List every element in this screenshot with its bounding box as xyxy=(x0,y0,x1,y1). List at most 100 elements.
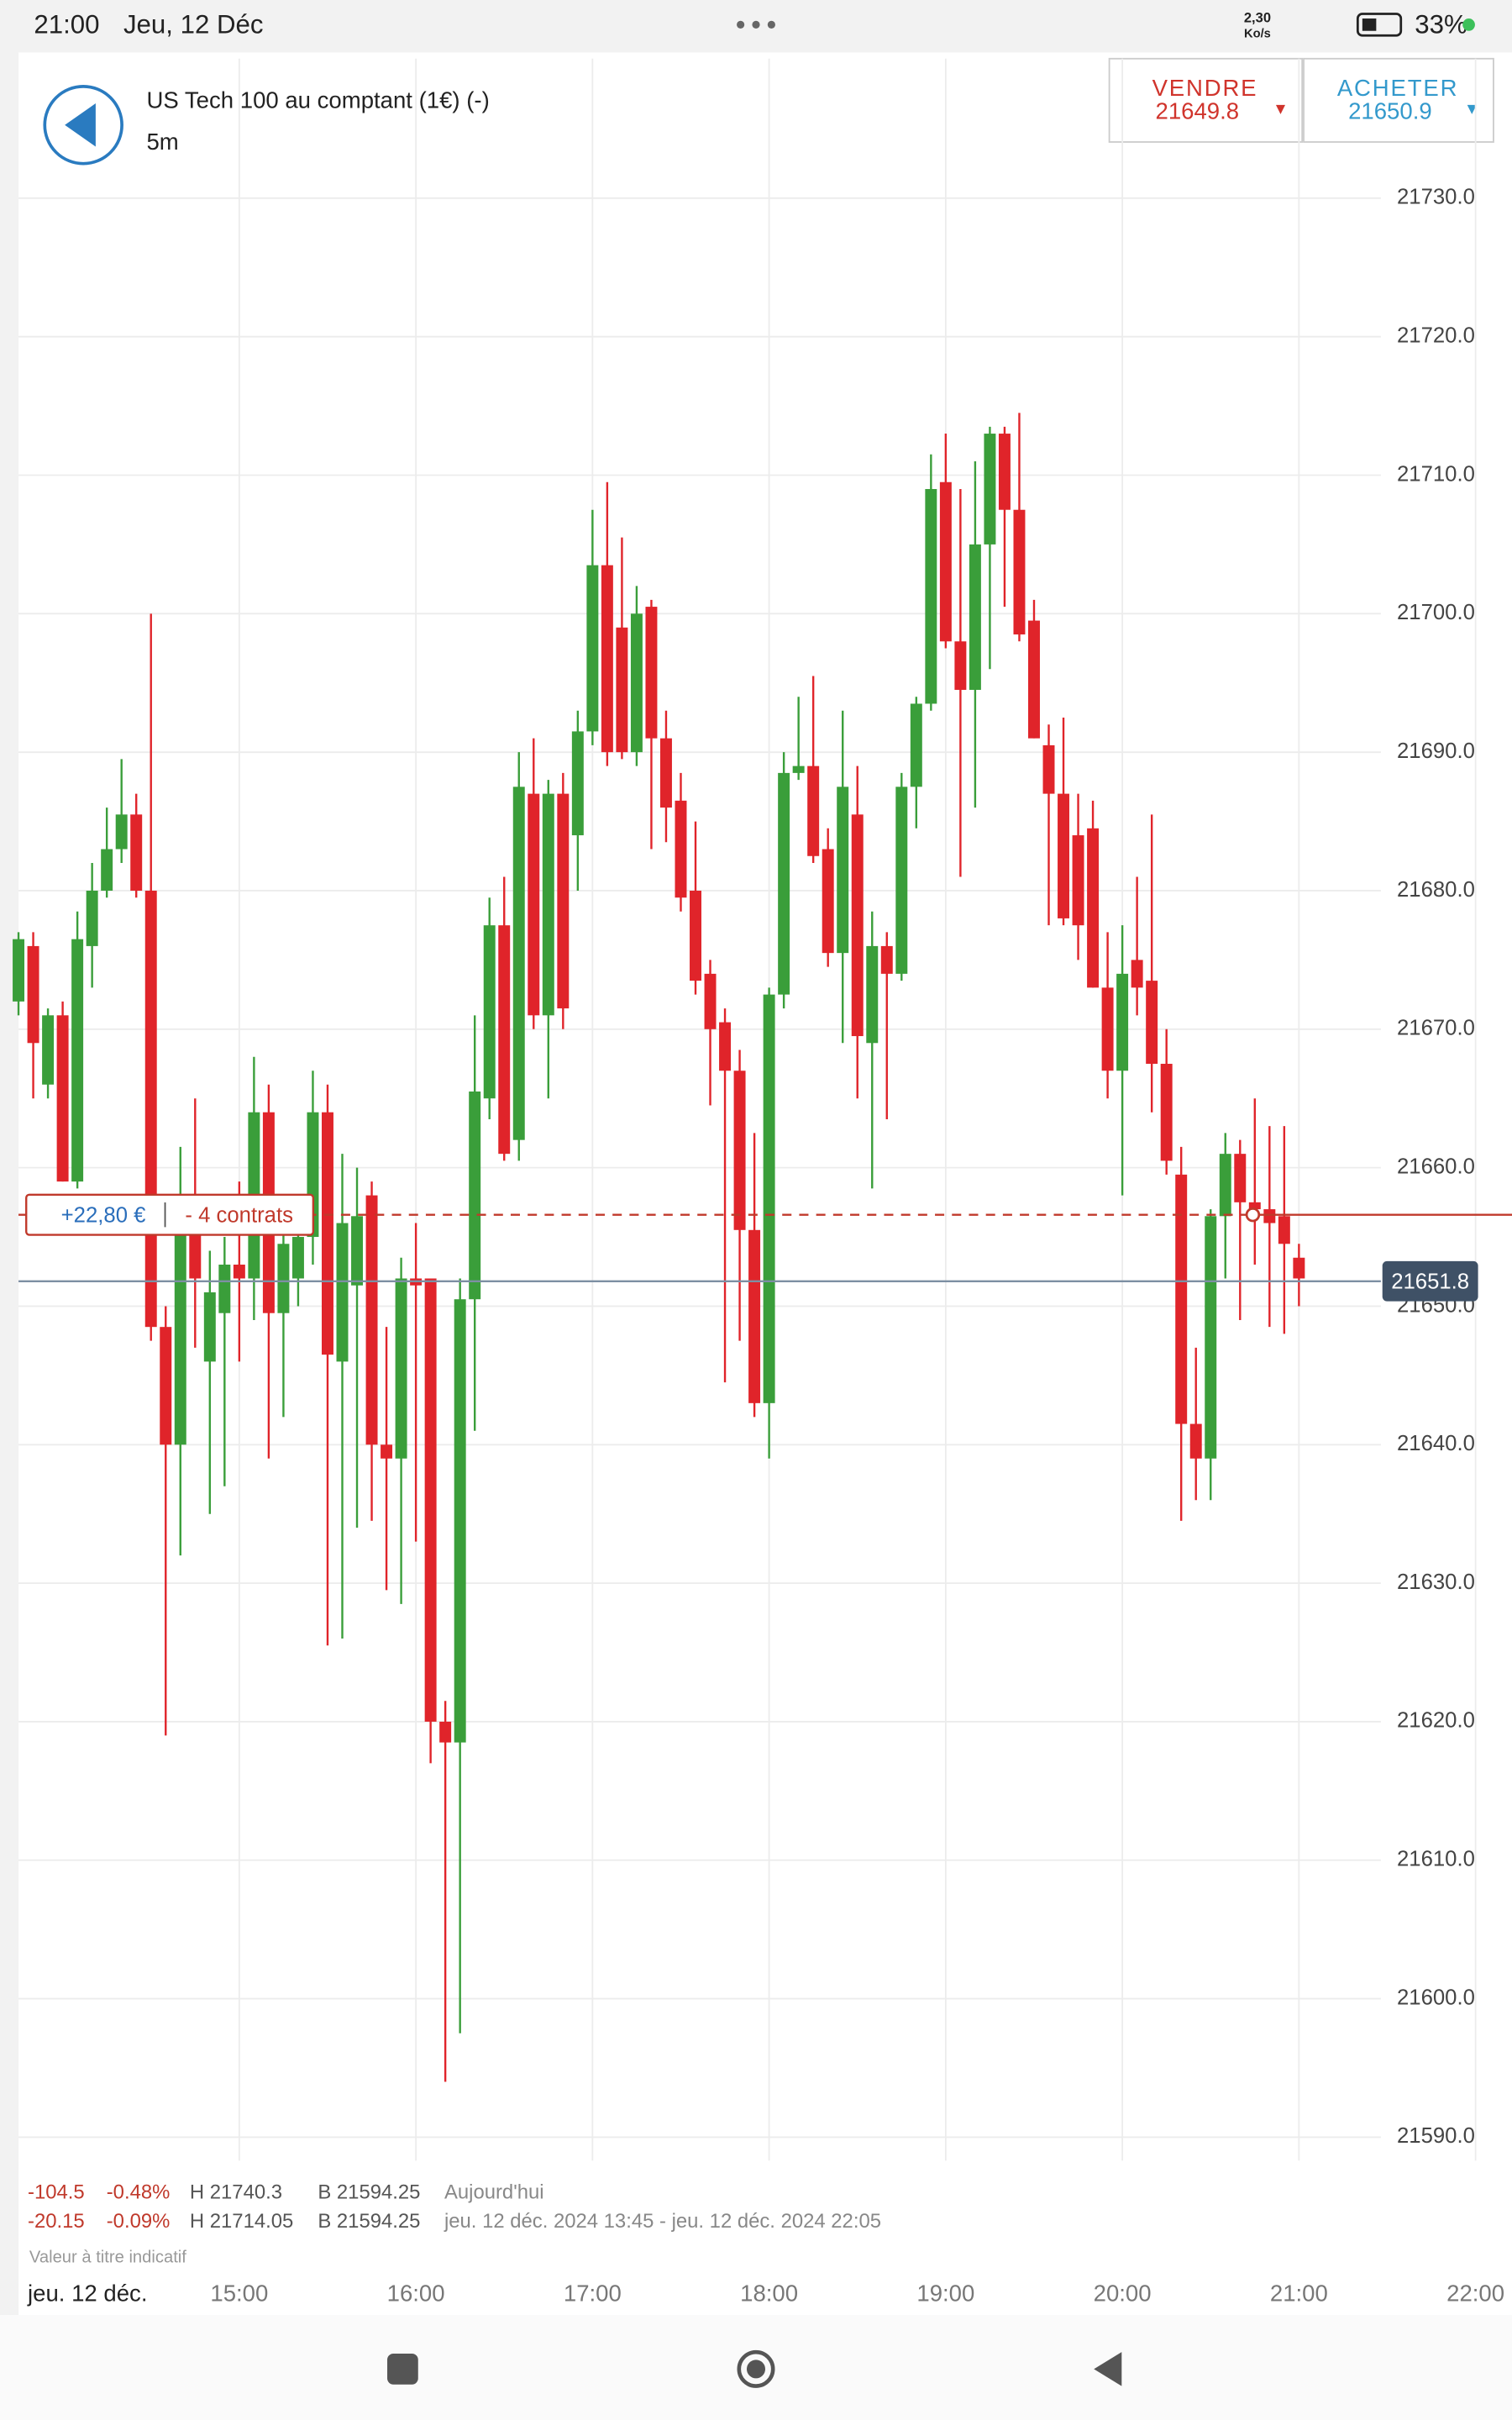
candle-body xyxy=(1263,1209,1276,1223)
candle-body xyxy=(659,738,672,808)
y-tick-label: 21730.0 xyxy=(1397,186,1475,209)
candle-body xyxy=(218,1265,231,1313)
candle-body xyxy=(365,1195,378,1445)
candle-body xyxy=(1013,509,1026,635)
position-marker xyxy=(1245,1207,1261,1223)
nav-home-dot[interactable] xyxy=(746,2360,766,2379)
status-battery: 33% xyxy=(1415,9,1467,39)
back-arrow[interactable] xyxy=(65,103,96,147)
candle-body xyxy=(1293,1257,1305,1279)
back-button[interactable] xyxy=(43,85,123,166)
nav-home[interactable] xyxy=(737,2349,775,2388)
x-tick-label: 18:00 xyxy=(740,2281,798,2307)
candle-body xyxy=(56,1015,69,1182)
candle-body xyxy=(571,731,584,836)
candle-body xyxy=(954,641,967,690)
candle-body xyxy=(778,772,790,995)
candle-body xyxy=(498,925,511,1155)
candle-body xyxy=(130,814,143,891)
stat: H 21740.3 xyxy=(190,2181,282,2203)
candle-body xyxy=(690,890,701,981)
nav-back[interactable] xyxy=(1094,2352,1122,2386)
buy-button[interactable]: ACHETER 21650.9 xyxy=(1303,57,1494,143)
status-speed-unit: Ko/s xyxy=(1244,27,1271,40)
stat: -104.5 xyxy=(28,2181,85,2203)
candle-body xyxy=(984,434,996,544)
candle-body xyxy=(1072,835,1084,926)
stat: Aujourd'hui xyxy=(444,2181,544,2203)
y-tick-label: 21710.0 xyxy=(1397,462,1475,486)
candle-body xyxy=(424,1278,437,1722)
y-tick-label: 21600.0 xyxy=(1397,1986,1475,2009)
candle-body xyxy=(1131,960,1143,988)
candle-body xyxy=(1219,1154,1231,1217)
buy-label: ACHETER xyxy=(1337,75,1459,101)
y-tick-label: 21680.0 xyxy=(1397,878,1475,902)
candle-body xyxy=(630,613,643,753)
candle-body xyxy=(1248,1202,1261,1210)
candle-body xyxy=(1042,744,1055,794)
candle-body xyxy=(483,925,496,1099)
candle-body xyxy=(675,800,687,898)
candle-body xyxy=(1028,620,1040,739)
note: Valeur à titre indicatif xyxy=(29,2248,186,2266)
candle-body xyxy=(351,1216,364,1286)
candle-body xyxy=(866,945,879,1044)
candle-body xyxy=(645,607,658,739)
buy-caret xyxy=(1467,104,1477,114)
buy-box[interactable] xyxy=(1303,57,1494,143)
candle-body xyxy=(601,565,613,753)
candle-body xyxy=(719,1022,732,1071)
candle-body xyxy=(528,793,540,1016)
y-tick-label: 21630.0 xyxy=(1397,1570,1475,1594)
candle-body xyxy=(1146,981,1158,1065)
y-tick-label: 21640.0 xyxy=(1397,1432,1475,1455)
instrument: US Tech 100 au comptant (1€) (-) xyxy=(146,87,489,113)
candle-body xyxy=(763,994,775,1403)
candle-body xyxy=(336,1223,349,1362)
candle-body xyxy=(381,1444,393,1459)
candle-body xyxy=(277,1244,290,1313)
candle-body xyxy=(895,786,908,974)
candle-body xyxy=(557,793,570,1009)
stat: -0.09% xyxy=(107,2210,171,2233)
candle-body xyxy=(291,1237,304,1279)
candle-body xyxy=(939,481,952,642)
last-price-label: 21651.8 xyxy=(1391,1270,1469,1293)
stat: H 21714.05 xyxy=(190,2210,293,2233)
sell-button[interactable]: VENDRE 21649.8 xyxy=(1108,57,1304,143)
candle-body xyxy=(1116,973,1129,1071)
nav-recent[interactable] xyxy=(387,2354,418,2385)
sell-price: 21649.8 xyxy=(1156,97,1240,124)
battery-icon xyxy=(1356,13,1403,37)
x-tick-label: 22:00 xyxy=(1446,2281,1504,2307)
candle-body xyxy=(1058,793,1070,918)
candle-body xyxy=(851,814,864,1037)
candle-body xyxy=(115,814,128,850)
candle-body xyxy=(1234,1154,1247,1202)
y-tick-label: 21670.0 xyxy=(1397,1017,1475,1040)
chart: 15:00 16:00 17:00 18:00 19:00 20:00 21:00 22:00… xyxy=(13,58,1512,2307)
x-tick-label: 20:00 xyxy=(1094,2281,1152,2307)
candle-body xyxy=(998,434,1011,510)
candle-body xyxy=(733,1071,746,1230)
x-tick-label: 16:00 xyxy=(387,2281,445,2307)
candle-body xyxy=(203,1292,216,1362)
x-tick-label: 19:00 xyxy=(916,2281,974,2307)
x-tick-label: 21:00 xyxy=(1270,2281,1328,2307)
y-tick-label: 21720.0 xyxy=(1397,324,1475,347)
candle-body xyxy=(512,786,525,1140)
sell-box[interactable] xyxy=(1108,57,1304,143)
y-tick-label: 21690.0 xyxy=(1397,739,1475,763)
candle-body xyxy=(469,1091,481,1300)
battery-level xyxy=(1362,18,1377,31)
status-time: 21:00 xyxy=(34,9,99,39)
interval: 5m xyxy=(146,129,178,155)
y-tick-label: 21620.0 xyxy=(1397,1709,1475,1733)
candle-body xyxy=(233,1265,245,1279)
candle-body xyxy=(13,939,25,1002)
candle-body xyxy=(1278,1216,1290,1244)
buy-price: 21650.9 xyxy=(1348,97,1432,124)
